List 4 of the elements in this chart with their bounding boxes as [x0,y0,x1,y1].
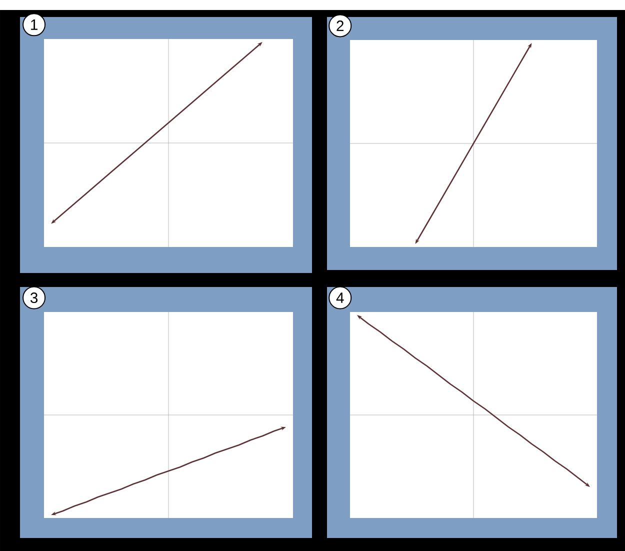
chart-title: 1 [31,20,38,30]
chart-title: 2 [336,20,344,31]
chart-title: 3 [30,292,38,304]
chart-title: 4 [336,292,344,303]
